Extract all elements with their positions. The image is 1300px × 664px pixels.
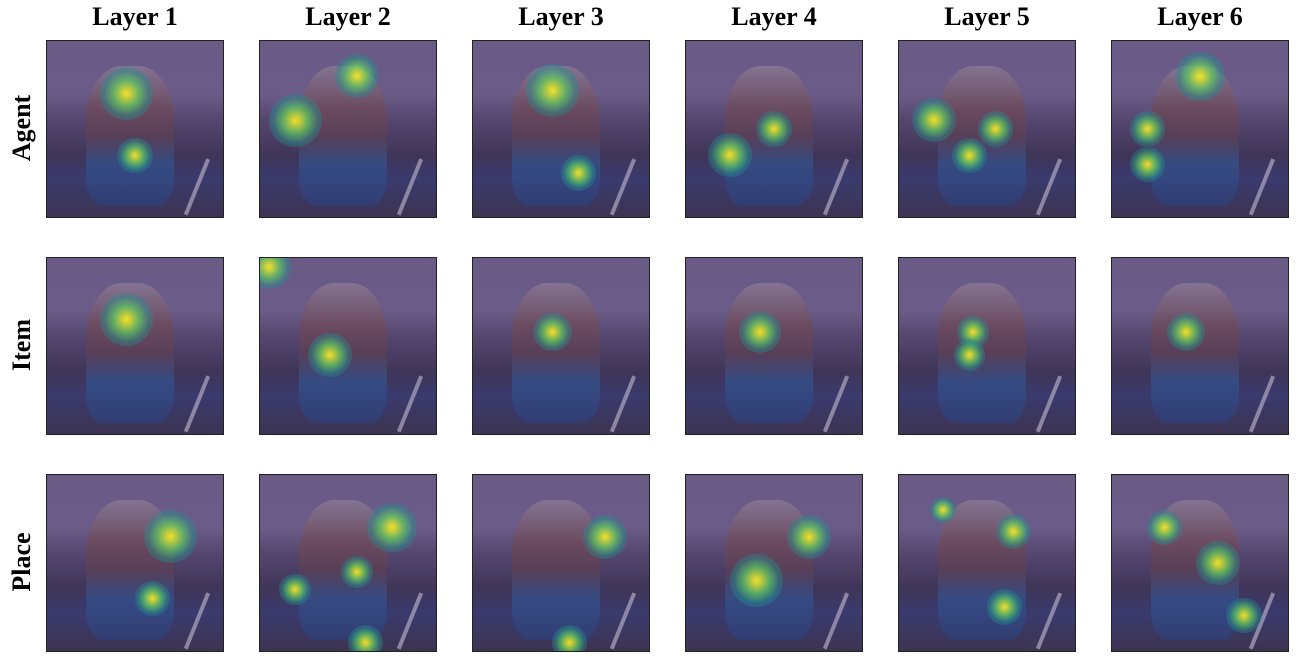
pole (1248, 158, 1275, 216)
column-header: Layer 3 (518, 2, 604, 31)
attention-spot (912, 98, 957, 143)
attention-spot (552, 624, 588, 651)
pole (396, 158, 423, 216)
heatmap-image (898, 40, 1076, 218)
attention-spot (1175, 51, 1225, 101)
attention-spot (117, 137, 153, 173)
heatmap-image (472, 40, 650, 218)
pole (822, 158, 849, 216)
attention-spot (279, 573, 312, 606)
pole (609, 592, 636, 650)
attention-spot (1129, 111, 1165, 147)
heatmap-image (685, 474, 863, 652)
pole (1248, 375, 1275, 433)
attention-spot (787, 514, 832, 559)
pole (183, 375, 210, 433)
heatmap-image (685, 257, 863, 435)
heatmap-image (898, 257, 1076, 435)
attention-spot (1195, 541, 1240, 585)
pole (396, 592, 423, 650)
attention-spot (951, 137, 987, 173)
attention-spot (708, 133, 752, 178)
attention-spot (978, 111, 1014, 147)
person (511, 499, 600, 641)
pole (822, 375, 849, 433)
attention-spot (268, 93, 322, 147)
column-header: Layer 5 (944, 2, 1030, 31)
attention-spot (532, 312, 572, 352)
person (511, 282, 600, 424)
heatmap-image (1111, 257, 1289, 435)
pole (183, 592, 210, 650)
attention-spot (730, 554, 783, 607)
attention-spot (987, 589, 1023, 625)
attention-spot (99, 293, 153, 346)
pole (1035, 375, 1062, 433)
attention-spot (1147, 510, 1183, 546)
heatmap-image (472, 474, 650, 652)
attention-spot (525, 63, 579, 117)
attention-spot (583, 514, 627, 559)
attention-spot (143, 510, 197, 563)
attention-spot (756, 111, 792, 147)
attention-spot (348, 624, 384, 651)
heatmap-image (1111, 40, 1289, 218)
attention-spot (1166, 312, 1206, 352)
row-header: Place (7, 532, 36, 592)
attention-spot (260, 258, 291, 289)
attention-spot (1226, 598, 1262, 634)
column-header: Layer 1 (92, 2, 178, 31)
column-header: Layer 4 (731, 2, 817, 31)
attention-spot (1129, 146, 1165, 182)
attention-spot (308, 332, 353, 377)
pole (822, 592, 849, 650)
column-header: Layer 2 (305, 2, 391, 31)
pole (183, 158, 210, 216)
heatmap-image (259, 257, 437, 435)
attention-spot (953, 338, 986, 371)
heatmap-image (1111, 474, 1289, 652)
attention-spot (135, 580, 171, 616)
heatmap-image (898, 474, 1076, 652)
person (724, 282, 813, 424)
heatmap-image (472, 257, 650, 435)
heatmap-image (46, 257, 224, 435)
attention-spot (334, 54, 379, 99)
heatmap-image (46, 40, 224, 218)
pole (609, 375, 636, 433)
attention-spot (929, 497, 957, 524)
column-header: Layer 6 (1157, 2, 1243, 31)
pole (609, 158, 636, 216)
row-header: Item (7, 319, 36, 371)
row-header: Agent (7, 94, 36, 162)
attention-spot (561, 155, 597, 191)
pole (1035, 592, 1062, 650)
attention-spot (995, 513, 1031, 549)
heatmap-image (259, 474, 437, 652)
attention-spot (738, 310, 782, 354)
heatmap-image (685, 40, 863, 218)
heatmap-image (46, 474, 224, 652)
attention-spot (99, 67, 153, 121)
pole (1035, 158, 1062, 216)
attention-spot (367, 503, 417, 553)
pole (396, 375, 423, 433)
heatmap-image (259, 40, 437, 218)
person (1150, 282, 1239, 424)
attention-spot (340, 555, 373, 588)
